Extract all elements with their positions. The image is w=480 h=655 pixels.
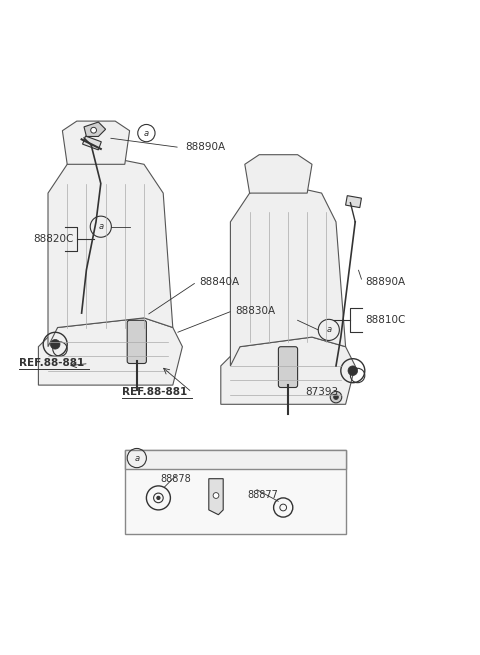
Polygon shape: [209, 479, 223, 515]
Bar: [125, 450, 346, 469]
Circle shape: [213, 493, 219, 498]
FancyBboxPatch shape: [278, 346, 298, 388]
Polygon shape: [245, 155, 312, 193]
Text: a: a: [144, 128, 149, 138]
Text: 88830A: 88830A: [235, 306, 276, 316]
Circle shape: [348, 366, 358, 375]
Text: REF.88-881: REF.88-881: [19, 358, 84, 369]
Polygon shape: [221, 337, 355, 404]
Circle shape: [157, 496, 160, 499]
Text: a: a: [134, 453, 139, 462]
Polygon shape: [84, 122, 106, 136]
Polygon shape: [48, 155, 173, 346]
Text: a: a: [98, 222, 103, 231]
Bar: [346, 196, 361, 208]
Text: 88840A: 88840A: [199, 277, 240, 287]
Text: 88810C: 88810C: [365, 315, 405, 326]
Text: 88890A: 88890A: [185, 143, 225, 153]
Text: 88820C: 88820C: [34, 234, 74, 244]
Text: 87393: 87393: [305, 387, 338, 398]
Polygon shape: [230, 183, 346, 366]
Circle shape: [91, 127, 96, 133]
Circle shape: [334, 395, 338, 400]
FancyBboxPatch shape: [127, 320, 146, 364]
Text: 88890A: 88890A: [365, 277, 405, 287]
Circle shape: [330, 391, 342, 403]
Bar: [125, 450, 346, 534]
Bar: [83, 136, 101, 150]
Text: 88877: 88877: [247, 491, 278, 500]
Text: REF.88-881: REF.88-881: [122, 387, 188, 398]
Circle shape: [50, 339, 60, 349]
Text: a: a: [326, 326, 331, 335]
Text: 88878: 88878: [161, 474, 192, 483]
Polygon shape: [38, 318, 182, 385]
Polygon shape: [62, 121, 130, 164]
